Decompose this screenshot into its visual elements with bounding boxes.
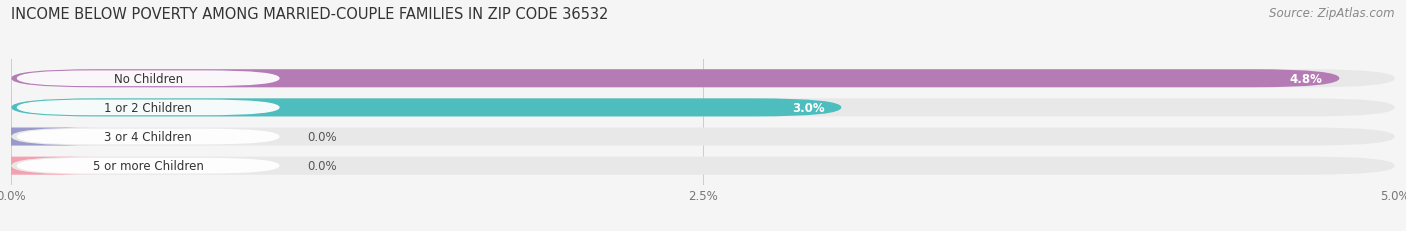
FancyBboxPatch shape — [0, 157, 97, 175]
Text: 5 or more Children: 5 or more Children — [93, 159, 204, 172]
FancyBboxPatch shape — [0, 128, 97, 146]
Text: INCOME BELOW POVERTY AMONG MARRIED-COUPLE FAMILIES IN ZIP CODE 36532: INCOME BELOW POVERTY AMONG MARRIED-COUPL… — [11, 7, 609, 22]
Text: 1 or 2 Children: 1 or 2 Children — [104, 101, 193, 114]
Text: 0.0%: 0.0% — [308, 159, 337, 172]
FancyBboxPatch shape — [11, 128, 1395, 146]
FancyBboxPatch shape — [11, 99, 1395, 117]
FancyBboxPatch shape — [17, 71, 280, 87]
FancyBboxPatch shape — [11, 99, 841, 117]
Text: 3 or 4 Children: 3 or 4 Children — [104, 131, 193, 143]
Text: 3.0%: 3.0% — [792, 101, 825, 114]
Text: 0.0%: 0.0% — [308, 131, 337, 143]
Text: 4.8%: 4.8% — [1289, 73, 1323, 85]
FancyBboxPatch shape — [11, 70, 1395, 88]
Text: Source: ZipAtlas.com: Source: ZipAtlas.com — [1270, 7, 1395, 20]
FancyBboxPatch shape — [17, 100, 280, 116]
Text: No Children: No Children — [114, 73, 183, 85]
FancyBboxPatch shape — [17, 158, 280, 174]
FancyBboxPatch shape — [17, 129, 280, 145]
FancyBboxPatch shape — [11, 157, 1395, 175]
FancyBboxPatch shape — [11, 70, 1340, 88]
